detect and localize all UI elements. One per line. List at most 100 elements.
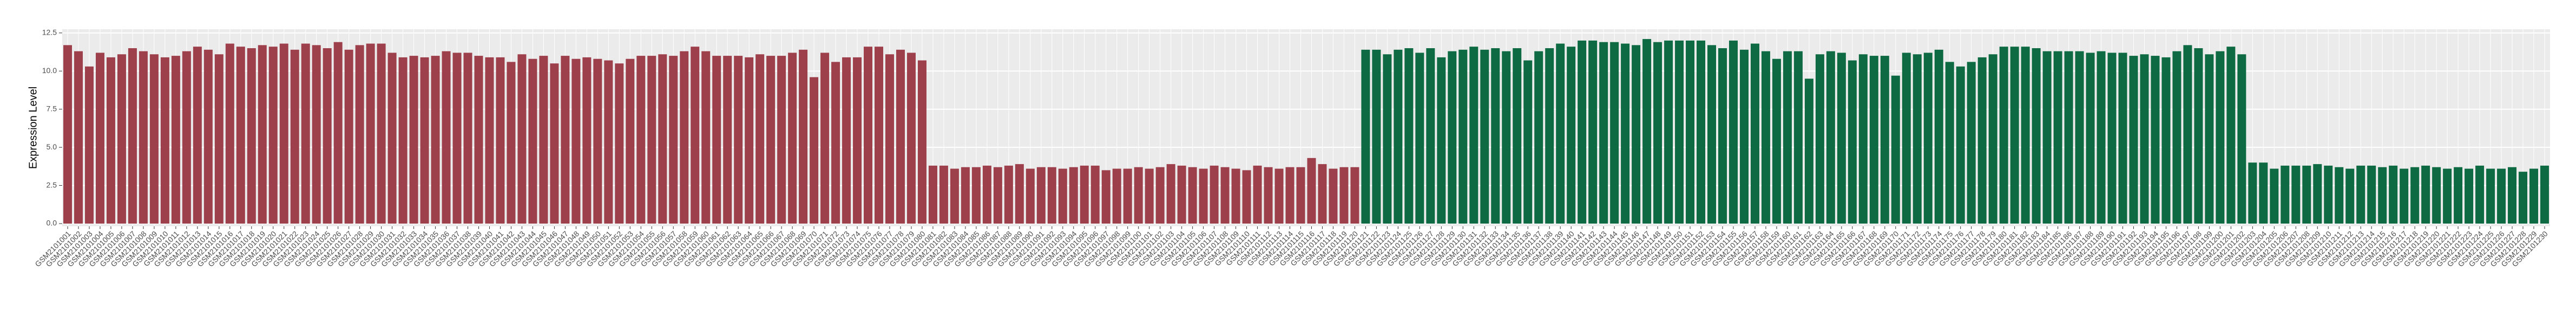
bar xyxy=(1437,57,1446,224)
bar xyxy=(1880,56,1889,224)
bar xyxy=(214,54,224,224)
bar xyxy=(2118,53,2127,224)
bar xyxy=(993,167,1002,224)
bar xyxy=(139,51,148,224)
bar xyxy=(95,53,104,224)
bar xyxy=(658,54,667,224)
y-tick-label: 5.0 xyxy=(47,142,57,151)
bar xyxy=(842,57,851,224)
bar xyxy=(323,48,332,224)
bar xyxy=(712,56,721,224)
bar xyxy=(1718,48,1727,224)
bar xyxy=(2161,57,2171,224)
bar xyxy=(1415,53,1424,224)
bar xyxy=(680,51,689,224)
bar xyxy=(1793,51,1803,224)
bar xyxy=(2324,165,2333,224)
bar xyxy=(1372,49,1381,224)
bar xyxy=(1134,167,1143,224)
bar xyxy=(1869,56,1878,224)
bar xyxy=(1977,57,1987,224)
bar xyxy=(2475,165,2485,224)
bar xyxy=(1913,54,1922,224)
bar xyxy=(366,43,375,224)
bar xyxy=(149,54,159,224)
bar xyxy=(2129,56,2138,224)
bar xyxy=(1458,49,1468,224)
bar xyxy=(1339,167,1349,224)
bar xyxy=(2486,168,2495,224)
bar xyxy=(2410,167,2420,224)
bar xyxy=(2421,165,2430,224)
bar xyxy=(1610,42,1619,224)
bar xyxy=(1026,168,1035,224)
bar xyxy=(268,47,278,224)
bar xyxy=(2302,165,2311,224)
bar xyxy=(2140,54,2149,224)
bar xyxy=(1826,51,1835,224)
bar xyxy=(939,165,948,224)
bar xyxy=(2075,51,2084,224)
bar xyxy=(571,58,581,224)
bar xyxy=(1513,48,1522,224)
bar xyxy=(2519,172,2528,224)
bar xyxy=(1556,43,1565,224)
bar xyxy=(1264,167,1273,224)
bar xyxy=(1101,170,1110,224)
bar xyxy=(2107,53,2117,224)
bar xyxy=(2151,56,2160,224)
bar xyxy=(106,57,115,224)
bar xyxy=(604,60,613,224)
bar xyxy=(1999,47,2008,224)
bar xyxy=(2356,165,2365,224)
bar xyxy=(290,49,299,224)
bar xyxy=(387,53,397,224)
bar xyxy=(1426,48,1435,224)
bar xyxy=(691,47,700,224)
bar xyxy=(1296,167,1305,224)
bar xyxy=(1729,40,1738,224)
bar xyxy=(258,45,267,224)
bar xyxy=(1837,53,1846,224)
bar xyxy=(2345,168,2355,224)
bar xyxy=(582,57,592,224)
bar xyxy=(853,57,862,224)
bar xyxy=(1653,42,1662,224)
bar xyxy=(301,43,310,224)
bar xyxy=(1739,49,1749,224)
bar xyxy=(193,47,202,224)
bar xyxy=(1253,165,1262,224)
bar xyxy=(496,57,505,224)
bar xyxy=(377,43,386,224)
bar xyxy=(2378,167,2387,224)
bar xyxy=(1188,167,1197,224)
y-tick-label: 2.5 xyxy=(47,180,57,189)
bar xyxy=(2367,165,2376,224)
bar xyxy=(409,56,418,224)
bar xyxy=(1642,39,1652,224)
bar xyxy=(117,54,126,224)
bar xyxy=(1210,165,1219,224)
bar xyxy=(1469,47,1478,224)
bar xyxy=(928,165,937,224)
bar xyxy=(160,57,169,224)
bar xyxy=(247,48,256,224)
bar xyxy=(128,48,137,224)
bar xyxy=(723,56,732,224)
bar xyxy=(2194,48,2203,224)
bar xyxy=(615,63,624,224)
bar xyxy=(1804,78,1813,224)
bar xyxy=(2291,165,2301,224)
bar xyxy=(1988,54,1997,224)
bar xyxy=(1621,43,1630,224)
bar xyxy=(906,53,916,224)
bar xyxy=(2097,51,2106,224)
bar xyxy=(2205,54,2214,224)
bar xyxy=(203,49,213,224)
bar xyxy=(1567,47,1576,224)
bar xyxy=(1220,167,1230,224)
bar xyxy=(171,56,180,224)
bar xyxy=(1923,53,1933,224)
bar xyxy=(2313,164,2322,224)
